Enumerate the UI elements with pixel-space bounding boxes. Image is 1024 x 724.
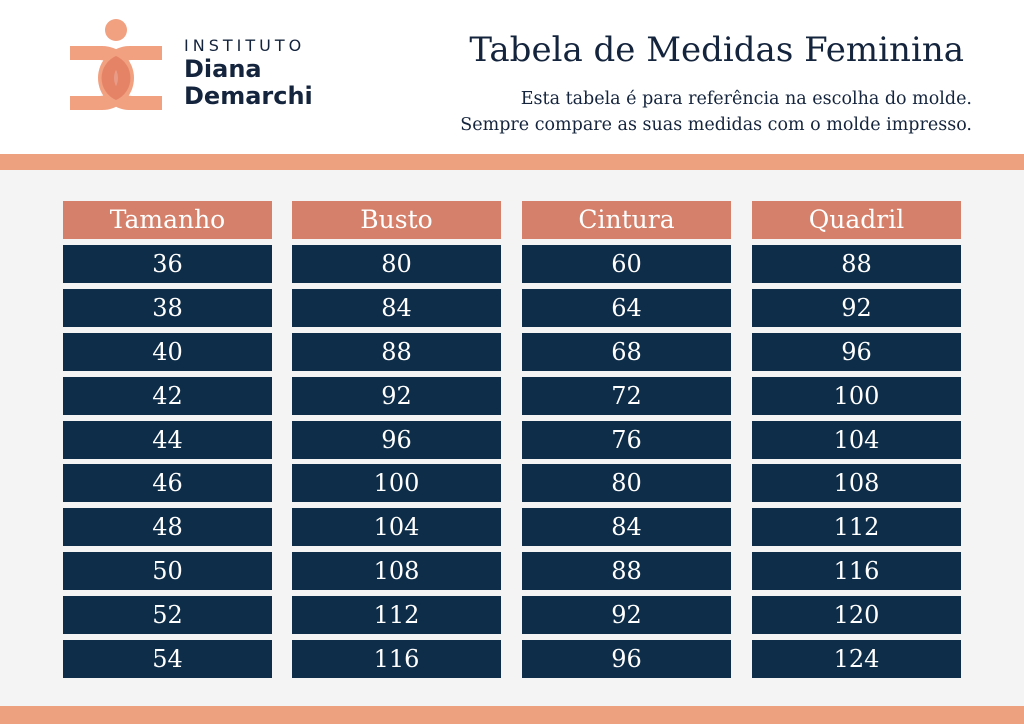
table-cell: 48 — [63, 508, 272, 547]
table-cell: 108 — [752, 464, 961, 503]
table-cell: 100 — [752, 376, 961, 415]
table-cell: 68 — [522, 332, 731, 371]
column-header-tamanho: Tamanho — [63, 201, 272, 239]
table-cell: 108 — [292, 552, 501, 591]
table-cell: 50 — [63, 552, 272, 591]
logo-line-diana: Diana — [184, 55, 262, 83]
table-cell: 88 — [522, 552, 731, 591]
table-cell: 104 — [752, 420, 961, 459]
column-cintura: Cintura 60 64 68 72 76 80 84 88 92 96 — [522, 201, 731, 684]
subtitle-line-2: Sempre compare as suas medidas com o mol… — [460, 115, 972, 135]
table-cell: 96 — [292, 420, 501, 459]
table-cell: 88 — [292, 332, 501, 371]
column-header-busto: Busto — [292, 201, 501, 239]
table-cell: 96 — [752, 332, 961, 371]
logo-icon — [70, 19, 162, 110]
table-cell: 92 — [752, 288, 961, 327]
table-cell: 60 — [522, 245, 731, 283]
column-header-quadril: Quadril — [752, 201, 961, 239]
table-cell: 80 — [522, 464, 731, 503]
page-title: Tabela de Medidas Feminina — [469, 30, 964, 70]
subtitle-line-1: Esta tabela é para referência na escolha… — [520, 89, 972, 109]
column-tamanho: Tamanho 36 38 40 42 44 46 48 50 52 54 — [63, 201, 272, 684]
table-cell: 72 — [522, 376, 731, 415]
table-cell: 104 — [292, 508, 501, 547]
table-cell: 100 — [292, 464, 501, 503]
table-cell: 36 — [63, 245, 272, 283]
table-cell: 64 — [522, 288, 731, 327]
table-cell: 44 — [63, 420, 272, 459]
table-cell: 84 — [522, 508, 731, 547]
logo-line-demarchi: Demarchi — [184, 82, 313, 110]
logo-line-instituto: INSTITUTO — [184, 36, 306, 55]
bottom-accent-band — [0, 706, 1024, 724]
table-cell: 84 — [292, 288, 501, 327]
table-cell: 88 — [752, 245, 961, 283]
table-cell: 52 — [63, 596, 272, 635]
table-cell: 92 — [522, 596, 731, 635]
table-cell: 40 — [63, 332, 272, 371]
table-cell: 80 — [292, 245, 501, 283]
table-cell: 42 — [63, 376, 272, 415]
page-subtitle: Esta tabela é para referência na escolha… — [460, 86, 972, 138]
table-cell: 124 — [752, 640, 961, 679]
table-cell: 76 — [522, 420, 731, 459]
page-header: INSTITUTO Diana Demarchi Tabela de Medid… — [0, 0, 1024, 154]
column-quadril: Quadril 88 92 96 100 104 108 112 116 120 124 — [752, 201, 961, 684]
table-cell: 120 — [752, 596, 961, 635]
table-cell: 116 — [752, 552, 961, 591]
table-cell: 46 — [63, 464, 272, 503]
table-cell: 112 — [752, 508, 961, 547]
table-cell: 38 — [63, 288, 272, 327]
top-accent-band — [0, 154, 1024, 170]
table-cell: 92 — [292, 376, 501, 415]
table-cell: 54 — [63, 640, 272, 679]
table-cell: 116 — [292, 640, 501, 679]
table-cell: 112 — [292, 596, 501, 635]
table-cell: 96 — [522, 640, 731, 679]
logo-wordmark: INSTITUTO Diana Demarchi — [184, 36, 313, 110]
column-busto: Busto 80 84 88 92 96 100 104 108 112 116 — [292, 201, 501, 684]
column-header-cintura: Cintura — [522, 201, 731, 239]
